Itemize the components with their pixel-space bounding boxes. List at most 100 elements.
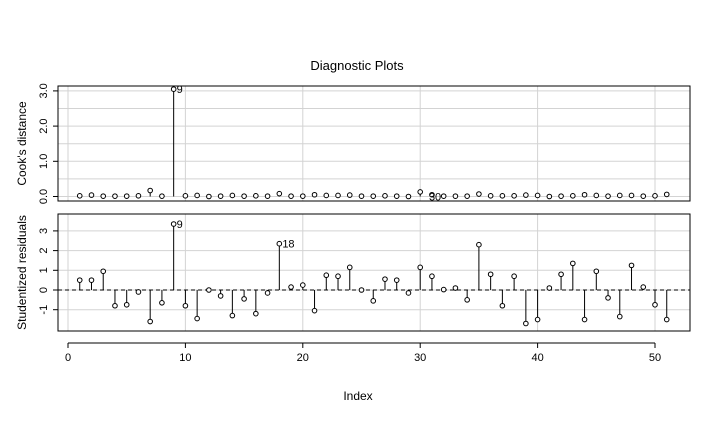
x-tick-label: 20 [297,352,309,364]
data-point [429,191,435,198]
data-point [217,293,224,299]
cooks-y-axis-label: Cook's distance [15,101,29,186]
data-point [123,301,130,308]
y-tick-label: 3.0 [38,83,50,98]
point-label: 9 [177,84,183,96]
data-point [616,192,623,199]
data-point [534,316,541,323]
data-point [159,193,165,199]
data-point [288,284,294,290]
data-point [405,193,412,200]
data-point [523,320,529,327]
data-point [417,189,424,195]
y-tick-label: 2 [38,248,50,254]
data-point [335,192,341,199]
data-point [393,193,400,199]
data-point [288,193,294,199]
data-point [452,193,459,199]
point-label: 9 [177,219,183,231]
data-point [229,192,236,199]
data-point [311,191,318,198]
data-point [487,271,494,278]
y-tick-label: 1.0 [38,154,50,169]
data-point [241,193,247,199]
data-point [229,312,236,319]
data-point [558,271,564,278]
data-point [464,193,470,199]
data-point [440,286,447,293]
data-point [123,193,130,199]
y-tick-label: 3 [38,228,50,234]
data-point [100,193,107,199]
x-tick-label: 10 [179,352,191,364]
data-point [464,297,470,303]
data-point [323,272,330,279]
cooks-plot-frame [57,85,691,202]
data-point [346,192,353,198]
data-point [499,192,506,199]
data-point [206,287,212,293]
data-point [605,295,611,301]
data-point [170,221,177,227]
data-point [558,193,564,199]
residuals-y-axis-label: Studentized residuals [15,215,29,330]
data-point [159,300,165,306]
data-point [476,241,482,248]
x-axis-label: Index [343,389,372,403]
cooks-distance-panel: 9 30 0.0 1.0 2.0 3.0 Cook's distance [15,83,691,204]
data-point [253,192,259,199]
data-point [311,307,318,314]
x-tick-label: 0 [65,352,71,364]
data-point [300,282,306,288]
data-point [640,193,647,199]
data-point [605,193,611,199]
data-point [429,273,435,280]
data-point [264,290,271,296]
residuals-panel: 9 18 -1 0 1 2 3 0 10 20 30 40 50 Studentized resid… [15,213,691,403]
data-point [194,192,200,199]
data-point [217,193,224,199]
data-point [147,318,153,325]
data-point [147,187,153,194]
data-point [593,192,600,199]
data-point [663,191,670,198]
data-point [112,193,118,199]
data-point [640,284,647,290]
data-point [581,316,588,323]
data-point [194,315,200,322]
data-point [628,262,635,269]
data-point [546,193,553,200]
data-point [358,193,365,199]
data-point [76,277,83,283]
data-point [511,273,517,280]
data-point [206,193,212,200]
data-point [76,192,83,199]
data-point [300,193,306,199]
y-tick-label: 0 [38,287,50,293]
data-point [335,273,341,280]
data-point [276,190,283,197]
x-tick-label: 30 [414,352,426,364]
data-point [276,240,283,247]
data-point [581,191,588,198]
data-point [112,302,118,309]
residuals-plot-frame [57,213,691,332]
data-point [182,192,189,199]
data-point [593,268,600,275]
data-point [452,285,459,291]
data-point [570,192,576,199]
data-point [440,193,447,199]
data-point [135,289,142,295]
data-point [182,302,189,309]
point-label: 18 [282,239,294,251]
data-point [323,192,330,199]
y-tick-label: 0.0 [38,189,50,204]
data-point [511,192,517,199]
chart-title: Diagnostic Plots [310,58,404,73]
x-tick-label: 50 [649,352,661,364]
data-point [546,285,553,291]
y-tick-label: -1 [38,305,50,315]
data-point [135,192,142,199]
data-point [417,264,424,271]
